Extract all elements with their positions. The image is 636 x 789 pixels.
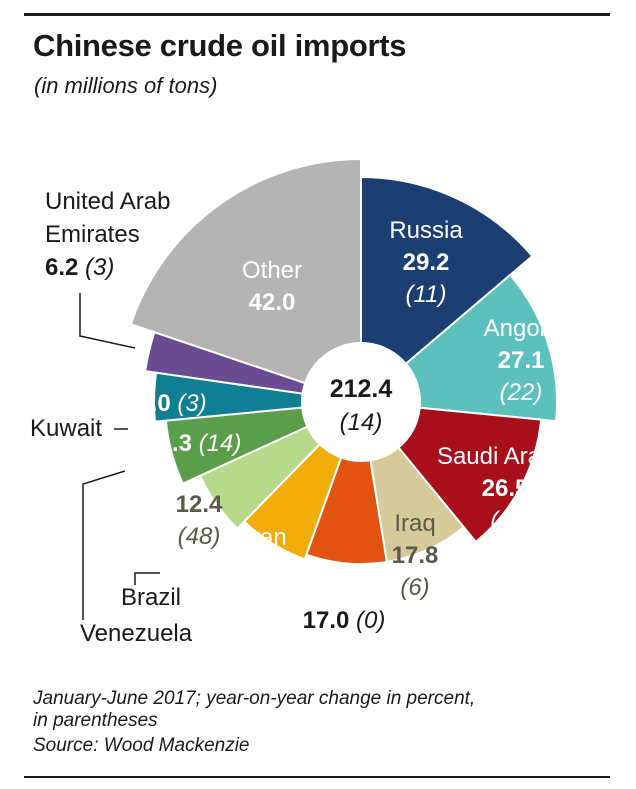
source-note: Source: Wood Mackenzie bbox=[33, 735, 250, 756]
slice-russia bbox=[360, 175, 534, 405]
name-label-uae-line-1: United Arab bbox=[45, 188, 170, 215]
name-label-saudi-arabia: Saudi Arabia bbox=[437, 443, 574, 470]
change-label-saudi-arabia: (1) bbox=[490, 507, 519, 534]
change-label-russia: (11) bbox=[406, 281, 447, 308]
value-label-brazil: 12.4 bbox=[176, 491, 223, 518]
chart-title: Chinese crude oil imports bbox=[33, 28, 407, 63]
value-label-angola: 27.1 bbox=[498, 347, 545, 374]
leader-uae bbox=[79, 293, 136, 349]
change-label-brazil: (48) bbox=[178, 523, 221, 550]
value-label-russia: 29.2 bbox=[403, 249, 450, 276]
name-label-kuwait: Kuwait bbox=[30, 415, 102, 442]
name-label-oman: Oman bbox=[311, 574, 376, 601]
value-label-saudi-arabia: 26.5 bbox=[482, 475, 529, 502]
change-label-angola: (22) bbox=[500, 379, 543, 406]
chart-subtitle: (in millions of tons) bbox=[34, 73, 218, 98]
value-label-oman: 17.0 (0) bbox=[303, 607, 386, 634]
name-label-angola: Angola bbox=[484, 315, 559, 342]
value-label-other: 42.0 bbox=[249, 289, 296, 316]
slice-other bbox=[129, 157, 362, 404]
name-label-uae-line-2: Emirates bbox=[45, 221, 140, 248]
bottom-rule bbox=[24, 776, 610, 778]
name-label-iraq: Iraq bbox=[394, 510, 435, 537]
center-total-value: 212.4 bbox=[330, 375, 393, 403]
name-label-other: Other bbox=[242, 257, 302, 284]
name-label-venezuela: Venezuela bbox=[80, 620, 193, 647]
name-label-brazil: Brazil bbox=[121, 584, 181, 611]
change-label-iraq: (6) bbox=[400, 574, 429, 601]
center-total: 212.4 (14) bbox=[330, 375, 393, 436]
center-hole bbox=[301, 342, 421, 462]
value-label-kuwait: 8.0 (3) bbox=[137, 390, 206, 417]
center-total-change: (14) bbox=[340, 409, 383, 436]
value-label-venezuela: 11.3 (14) bbox=[147, 430, 242, 457]
value-label-iran: 14.5 bbox=[243, 556, 290, 583]
leader-lines bbox=[79, 293, 160, 620]
value-label-uae: 6.2 (3) bbox=[45, 254, 114, 281]
value-label-iraq: 17.8 bbox=[392, 542, 439, 569]
name-label-russia: Russia bbox=[389, 217, 463, 244]
slice-labels: Russia 29.2 (11) Angola 27.1 (22) Saudi Arabia… bbox=[30, 188, 574, 647]
change-label-iran: (–3) bbox=[245, 588, 288, 615]
top-rule bbox=[24, 13, 610, 16]
footnote-line-2: in parentheses bbox=[33, 710, 158, 731]
leader-brazil bbox=[134, 572, 160, 585]
footnote-line-1: January-June 2017; year-on-year change i… bbox=[33, 688, 476, 709]
name-label-iran: Iran bbox=[245, 524, 286, 551]
leader-venezuela bbox=[82, 470, 126, 620]
